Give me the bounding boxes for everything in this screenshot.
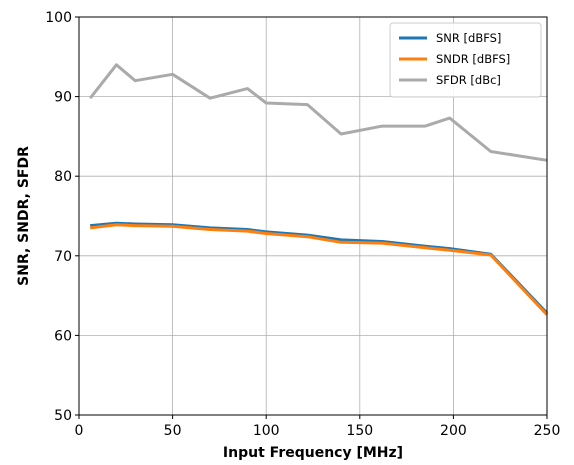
y-tick-label: 90 (54, 90, 72, 106)
x-axis-title: Input Frequency [MHz] (223, 445, 403, 461)
legend-entry-label: SFDR [dBc] (436, 73, 501, 87)
x-tick-label: 250 (534, 423, 561, 439)
legend-entry-label: SNR [dBFS] (436, 31, 501, 45)
legend: SNR [dBFS] SNDR [dBFS] SFDR [dBc] (389, 22, 542, 98)
x-tick-label: 100 (253, 423, 280, 439)
x-tick-label: 150 (346, 423, 373, 439)
plot-frame (78, 16, 548, 416)
x-tick-label: 50 (164, 423, 182, 439)
legend-entry-label: SNDR [dBFS] (436, 52, 510, 66)
legend-box (389, 22, 542, 98)
series-lines (89, 63, 549, 316)
series-line-3 (89, 63, 548, 162)
y-tick-label: 70 (54, 249, 72, 265)
y-tick-label: 80 (54, 169, 72, 185)
y-tick-label: 100 (45, 10, 72, 26)
series-line-1 (90, 221, 549, 315)
y-tick-label: 50 (54, 408, 72, 424)
y-axis-title: SNR, SNDR, SFDR (16, 146, 32, 286)
x-tick-label: 200 (440, 423, 467, 439)
series-line-2 (90, 223, 549, 316)
x-tick-label: 0 (75, 423, 84, 439)
y-tick-label: 60 (54, 328, 72, 344)
